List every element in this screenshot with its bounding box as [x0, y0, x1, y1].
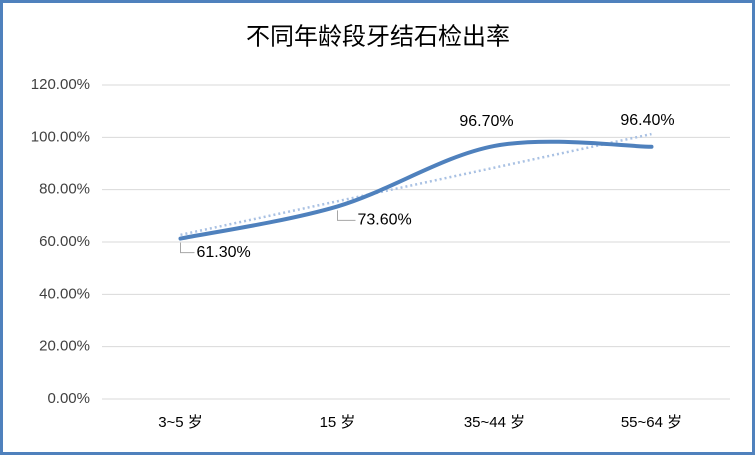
- data-label: 73.60%: [358, 212, 412, 229]
- x-tick-label: 15 岁: [320, 414, 356, 431]
- y-tick-label: 60.00%: [39, 233, 90, 250]
- x-tick-label: 55~64 岁: [621, 414, 682, 431]
- leader-line: [337, 210, 356, 221]
- y-tick-label: 0.00%: [47, 390, 90, 407]
- y-tick-label: 120.00%: [31, 76, 90, 93]
- y-tick-label: 80.00%: [39, 181, 90, 198]
- line: [178, 139, 654, 241]
- y-tick-label: 20.00%: [39, 338, 90, 355]
- data-label: 61.30%: [197, 244, 251, 261]
- data-label: 96.70%: [459, 113, 513, 130]
- x-tick-label: 35~44 岁: [464, 414, 525, 431]
- y-tick-label: 100.00%: [31, 128, 90, 145]
- chart-title: 不同年龄段牙结石检出率: [246, 23, 510, 50]
- x-tick-label: 3~5 岁: [158, 414, 203, 431]
- leader-line: [180, 242, 195, 254]
- data-label: 96.40%: [620, 112, 674, 129]
- y-tick-label: 40.00%: [39, 285, 90, 302]
- trendline: [180, 132, 652, 237]
